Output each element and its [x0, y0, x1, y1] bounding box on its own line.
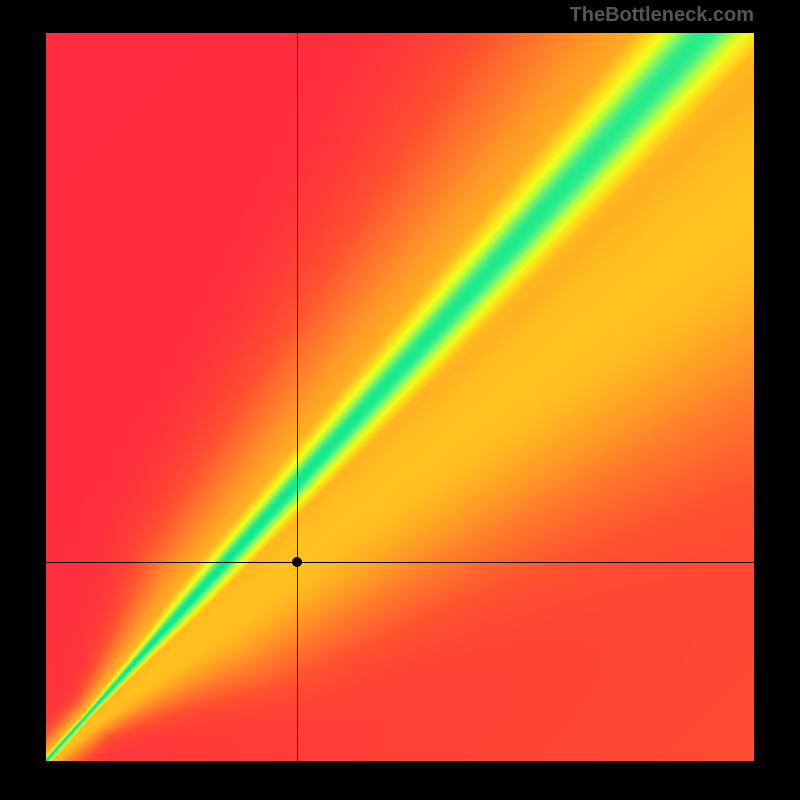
heatmap-canvas — [46, 33, 754, 761]
data-point-marker — [292, 557, 302, 567]
crosshair-vertical — [297, 33, 298, 761]
crosshair-horizontal — [46, 562, 754, 563]
heatmap-plot — [46, 33, 754, 761]
watermark-text: TheBottleneck.com — [570, 4, 754, 27]
